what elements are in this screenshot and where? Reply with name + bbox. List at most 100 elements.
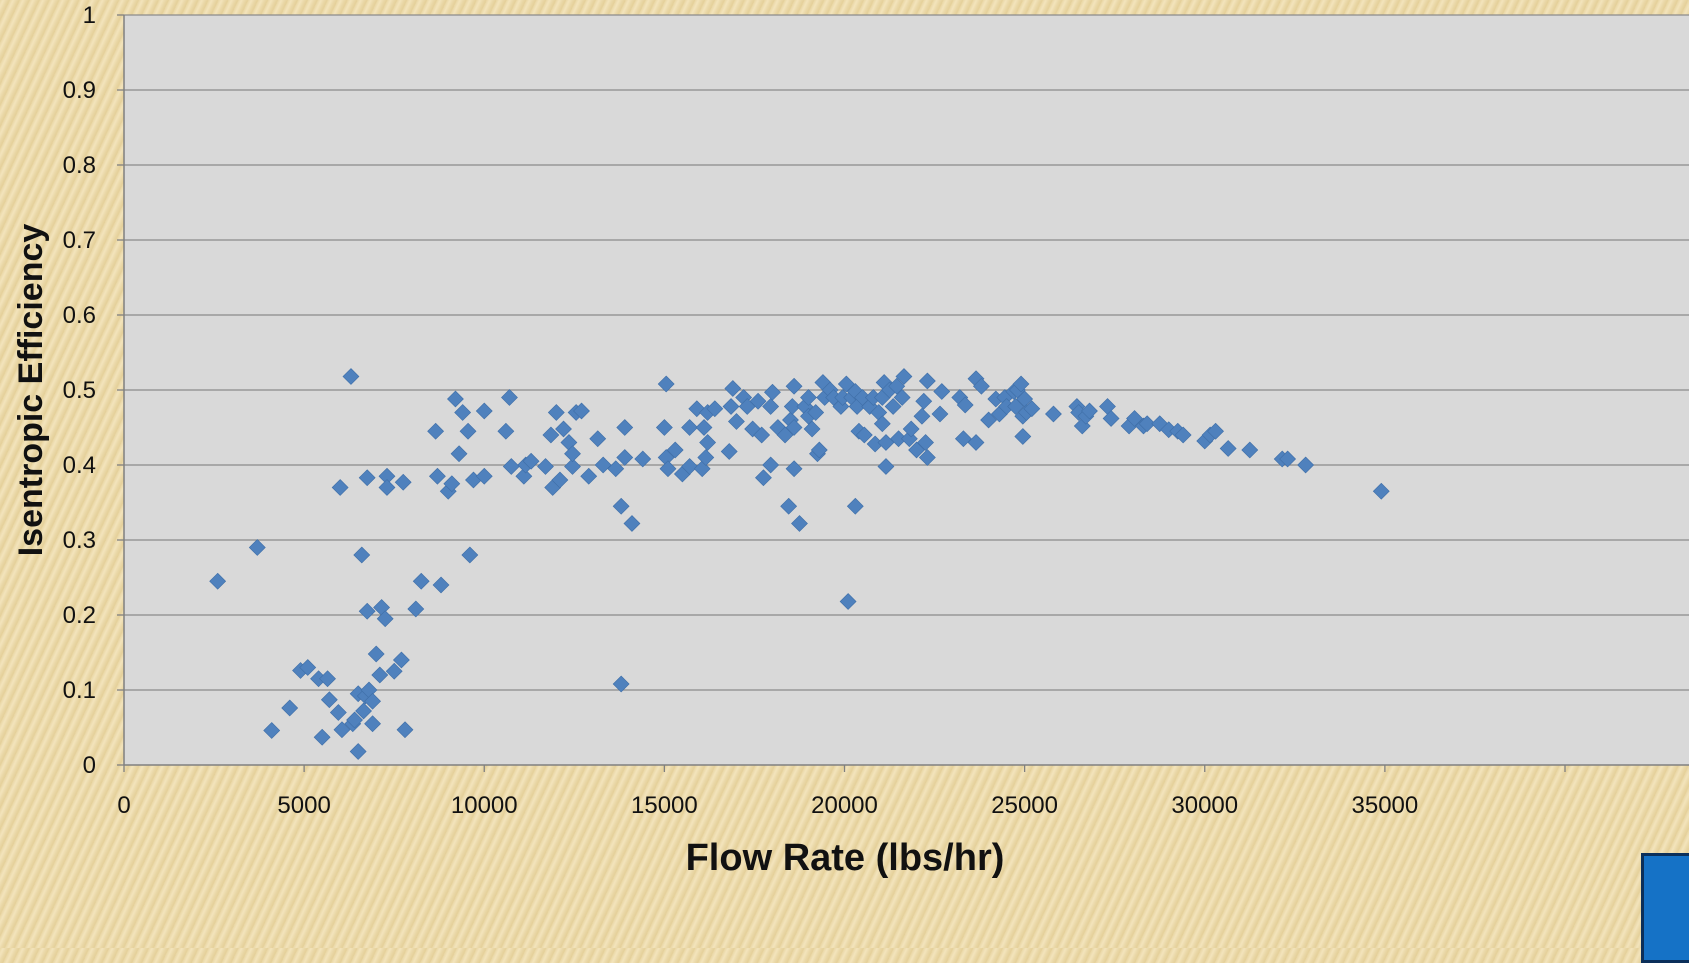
x-tick-label: 35000 xyxy=(1352,792,1419,819)
x-tick-label: 10000 xyxy=(451,792,518,819)
grid-lines xyxy=(124,14,1689,691)
data-point xyxy=(450,445,468,463)
data-point xyxy=(1174,426,1192,444)
data-point xyxy=(659,460,677,478)
data-point xyxy=(378,479,396,496)
data-point xyxy=(412,572,430,590)
data-point xyxy=(764,383,781,401)
data-point xyxy=(263,722,281,739)
data-point xyxy=(1138,415,1156,433)
x-tick-label: 15000 xyxy=(631,792,698,819)
data-point xyxy=(454,404,472,421)
data-point xyxy=(1207,422,1224,440)
y-axis-ticks: 0 0.1 0.2 0.3 0.4 0.5 0.6 0.7 0.8 0.9 1 xyxy=(63,2,124,779)
data-point xyxy=(634,450,652,468)
data-point xyxy=(547,404,565,421)
data-point xyxy=(371,666,389,684)
data-point xyxy=(839,593,857,610)
data-point xyxy=(762,456,780,474)
data-point xyxy=(877,458,895,475)
data-point xyxy=(342,368,360,385)
data-point xyxy=(459,422,477,440)
data-point xyxy=(846,497,864,515)
data-point xyxy=(607,460,625,478)
x-tick-label: 5000 xyxy=(277,792,330,819)
data-point xyxy=(573,402,590,420)
data-point xyxy=(564,445,581,463)
data-point xyxy=(522,452,540,470)
data-point xyxy=(329,704,347,721)
data-point xyxy=(933,383,951,400)
data-point xyxy=(699,434,717,451)
data-point xyxy=(502,458,520,475)
data-point xyxy=(392,651,410,669)
data-point xyxy=(785,377,803,395)
data-point xyxy=(776,426,794,444)
data-point xyxy=(1372,482,1390,500)
data-point xyxy=(461,546,479,564)
data-point xyxy=(1014,428,1032,445)
data-point xyxy=(954,430,972,448)
y-tick-label: 0.2 xyxy=(63,602,96,629)
data-point xyxy=(753,426,771,444)
data-point xyxy=(432,576,450,594)
data-point xyxy=(367,645,385,663)
y-tick-label: 0.4 xyxy=(63,452,96,479)
data-point xyxy=(346,711,363,729)
data-point xyxy=(281,699,299,717)
y-tick-label: 0 xyxy=(83,752,96,779)
data-point xyxy=(443,475,461,493)
data-point xyxy=(1126,410,1143,427)
data-point xyxy=(1241,441,1259,459)
x-axis-ticks: 0 5000 10000 15000 20000 25000 30000 35000 xyxy=(117,765,1566,819)
data-point xyxy=(762,398,780,415)
data-point xyxy=(353,546,371,564)
data-point xyxy=(364,692,381,710)
data-point xyxy=(873,415,891,433)
data-point xyxy=(681,419,699,436)
data-point xyxy=(555,420,572,438)
data-point xyxy=(358,602,376,620)
y-tick-label: 0.6 xyxy=(63,302,96,329)
data-point xyxy=(728,413,745,430)
data-point xyxy=(800,389,817,406)
y-tick-label: 0.5 xyxy=(63,377,96,404)
data-point xyxy=(810,441,828,459)
data-point xyxy=(785,460,803,478)
data-point xyxy=(1023,400,1041,418)
data-point xyxy=(803,420,821,438)
data-point xyxy=(407,600,425,618)
data-point xyxy=(893,389,911,406)
data-point xyxy=(1007,398,1025,415)
data-point xyxy=(972,377,990,395)
data-point xyxy=(785,419,803,436)
y-tick-label: 0.7 xyxy=(63,227,96,254)
data-point xyxy=(681,458,699,475)
y-tick-label: 0.9 xyxy=(63,77,96,104)
data-point xyxy=(358,469,376,487)
data-point xyxy=(394,473,412,491)
data-point xyxy=(706,400,724,418)
data-point xyxy=(918,372,936,390)
data-point xyxy=(376,610,394,628)
data-point xyxy=(564,458,581,475)
y-tick-label: 0.3 xyxy=(63,527,96,554)
data-point xyxy=(364,715,381,733)
data-point xyxy=(320,691,338,709)
data-point xyxy=(902,420,920,438)
data-point xyxy=(542,426,560,444)
data-point xyxy=(915,392,933,410)
data-point xyxy=(895,368,913,385)
data-point xyxy=(967,434,985,451)
data-point xyxy=(623,515,641,532)
data-point xyxy=(427,422,445,440)
data-point xyxy=(807,404,825,421)
data-point xyxy=(580,467,598,485)
data-point xyxy=(855,426,873,444)
data-point xyxy=(783,398,801,415)
data-point xyxy=(248,539,266,556)
data-point xyxy=(355,702,372,720)
x-axis-title: Flow Rate (lbs/hr) xyxy=(686,837,1005,879)
data-point xyxy=(697,449,715,466)
